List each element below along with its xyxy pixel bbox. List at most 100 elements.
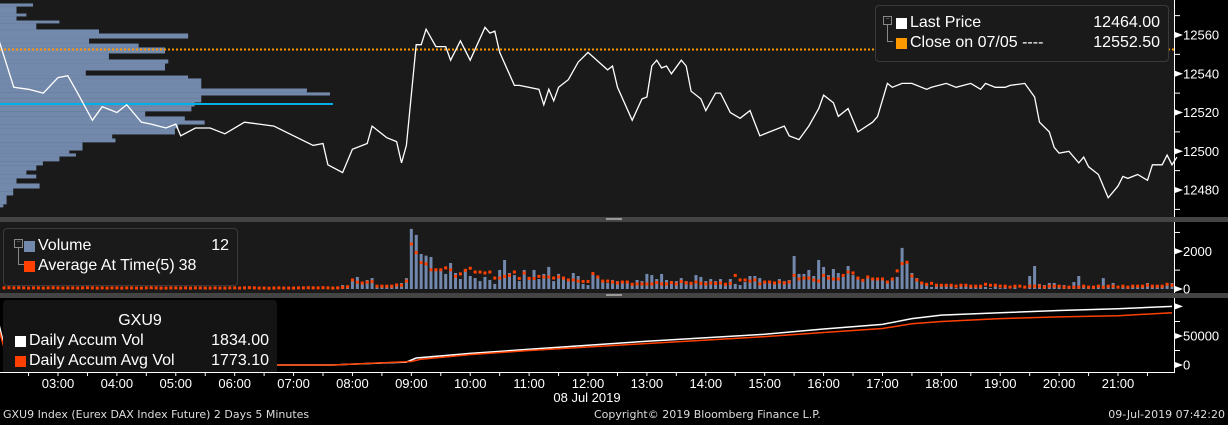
avg-at-time-dot xyxy=(370,280,374,284)
volume-tick-arrow-icon xyxy=(1175,248,1183,255)
profile-bar xyxy=(0,63,165,71)
avg-at-time-dot xyxy=(797,277,801,281)
x-tick-label: 05:00 xyxy=(160,376,193,391)
avg-at-time-dot xyxy=(959,283,963,287)
avg-at-time-dot xyxy=(866,275,870,279)
avg-at-time-dot xyxy=(905,260,909,264)
avg-at-time-dot xyxy=(1038,284,1041,288)
profile-bar xyxy=(0,142,83,147)
collapse-icon[interactable]: − xyxy=(883,16,892,25)
profile-bar xyxy=(0,124,179,129)
avg-at-time-dot xyxy=(1013,284,1017,288)
avg-at-time-dot xyxy=(1150,284,1154,288)
avg-at-time-dot xyxy=(723,282,727,286)
last-price-value: 12464.00 xyxy=(1093,14,1160,31)
avg-at-time-dot xyxy=(1028,284,1032,288)
avg-at-time-dot xyxy=(817,279,821,283)
x-tick-label: 06:00 xyxy=(218,376,251,391)
avg-at-time-dot xyxy=(925,282,929,286)
avg-at-time-dot xyxy=(571,278,575,282)
avg-at-time-dot xyxy=(777,280,781,284)
avg-at-time-dot xyxy=(576,279,580,283)
avg-at-time-dot xyxy=(615,281,619,285)
date-label: 08 Jul 2019 xyxy=(553,390,620,405)
x-tick-label: 17:00 xyxy=(866,376,899,391)
profile-bar xyxy=(0,111,146,117)
avg-at-time-dot xyxy=(944,283,948,287)
profile-bar xyxy=(0,75,189,79)
volume-bar xyxy=(812,275,816,289)
volume-bar xyxy=(944,285,948,289)
avg-at-time-dot xyxy=(404,279,408,283)
avg-at-time-dot xyxy=(17,286,21,290)
volume-bar xyxy=(1033,266,1037,289)
avg-at-time-dot xyxy=(949,283,953,287)
avg-at-time-dot xyxy=(12,286,16,290)
legend-accum-vol: Daily Accum Vol 1834.00 xyxy=(15,331,269,351)
accum-plot xyxy=(0,305,1173,366)
volume-bar xyxy=(488,279,492,289)
volume-bar xyxy=(463,269,467,289)
avg-at-time-dot xyxy=(444,266,448,270)
avg-at-time-dot xyxy=(1052,284,1056,288)
profile-bar xyxy=(0,153,76,157)
avg-at-time-dot xyxy=(645,282,649,286)
volume-bar xyxy=(566,281,570,289)
volume-bar xyxy=(738,285,742,289)
avg-at-time-dot xyxy=(100,286,104,290)
volume-legend[interactable]: − Volume 12 Average At Time(5) 38 xyxy=(3,228,238,286)
divider-handle-2[interactable] xyxy=(606,294,622,296)
accum-legend[interactable]: GXU9 Daily Accum Vol 1834.00 Daily Accum… xyxy=(3,300,277,372)
avg-at-time-dot xyxy=(7,286,11,290)
avg-at-time-dot xyxy=(488,270,492,274)
accum-last-value-arrow-icon xyxy=(1175,303,1183,310)
volume-bar xyxy=(733,283,737,289)
profile-bar xyxy=(0,161,43,166)
avg-at-time-dot xyxy=(193,286,197,290)
avg-swatch xyxy=(24,260,35,272)
volume-bar xyxy=(684,281,688,289)
volume-tick-arrow-icon xyxy=(1175,286,1183,292)
avg-at-time-dot xyxy=(1155,284,1159,288)
x-tick-label: 15:00 xyxy=(748,376,781,391)
volume-bar xyxy=(660,273,664,289)
avg-at-time-dot xyxy=(375,284,379,288)
close-swatch xyxy=(896,37,907,49)
avg-at-time-dot xyxy=(105,286,109,290)
avg-at-time-dot xyxy=(1047,284,1051,288)
avg-at-time-dot xyxy=(630,282,634,286)
volume-bar xyxy=(939,285,943,289)
close-value: 12552.50 xyxy=(1093,34,1160,51)
profile-bar xyxy=(0,20,60,24)
x-tick-label: 09:00 xyxy=(395,376,428,391)
avg-at-time-dot xyxy=(458,272,462,276)
volume-bar xyxy=(959,285,963,289)
accum-tick-arrow-icon xyxy=(1175,333,1183,339)
volume-bar xyxy=(449,262,453,289)
price-tick-label: 12560 xyxy=(1183,28,1219,43)
avg-at-time-dot xyxy=(238,286,242,290)
avg-at-time-dot xyxy=(763,280,767,284)
avg-at-time-dot xyxy=(390,284,394,288)
avg-at-time-dot xyxy=(694,280,698,284)
avg-at-time-dot xyxy=(336,286,340,290)
collapse-icon[interactable]: − xyxy=(14,239,23,248)
avg-at-time-dot xyxy=(846,270,850,274)
x-tick-label: 16:00 xyxy=(807,376,840,391)
avg-at-time-dot xyxy=(326,286,330,290)
avg-at-time-dot xyxy=(1091,285,1095,289)
avg-at-time-dot xyxy=(1077,285,1081,289)
price-legend[interactable]: − Last Price 12464.00 Close on 07/05 ---… xyxy=(875,5,1169,62)
avg-at-time-dot xyxy=(365,280,369,284)
divider-handle-1[interactable] xyxy=(606,218,622,220)
profile-bar xyxy=(0,134,113,139)
avg-at-time-dot xyxy=(939,283,943,287)
avg-at-time-dot xyxy=(738,278,742,282)
x-tick-label: 07:00 xyxy=(277,376,310,391)
avg-at-time-dot xyxy=(684,281,688,285)
profile-bar xyxy=(0,128,175,135)
price-tick-arrow-icon xyxy=(1175,32,1183,38)
avg-at-time-dot xyxy=(537,274,541,278)
avg-at-time-dot xyxy=(198,286,202,290)
avg-at-time-dot xyxy=(660,282,664,286)
